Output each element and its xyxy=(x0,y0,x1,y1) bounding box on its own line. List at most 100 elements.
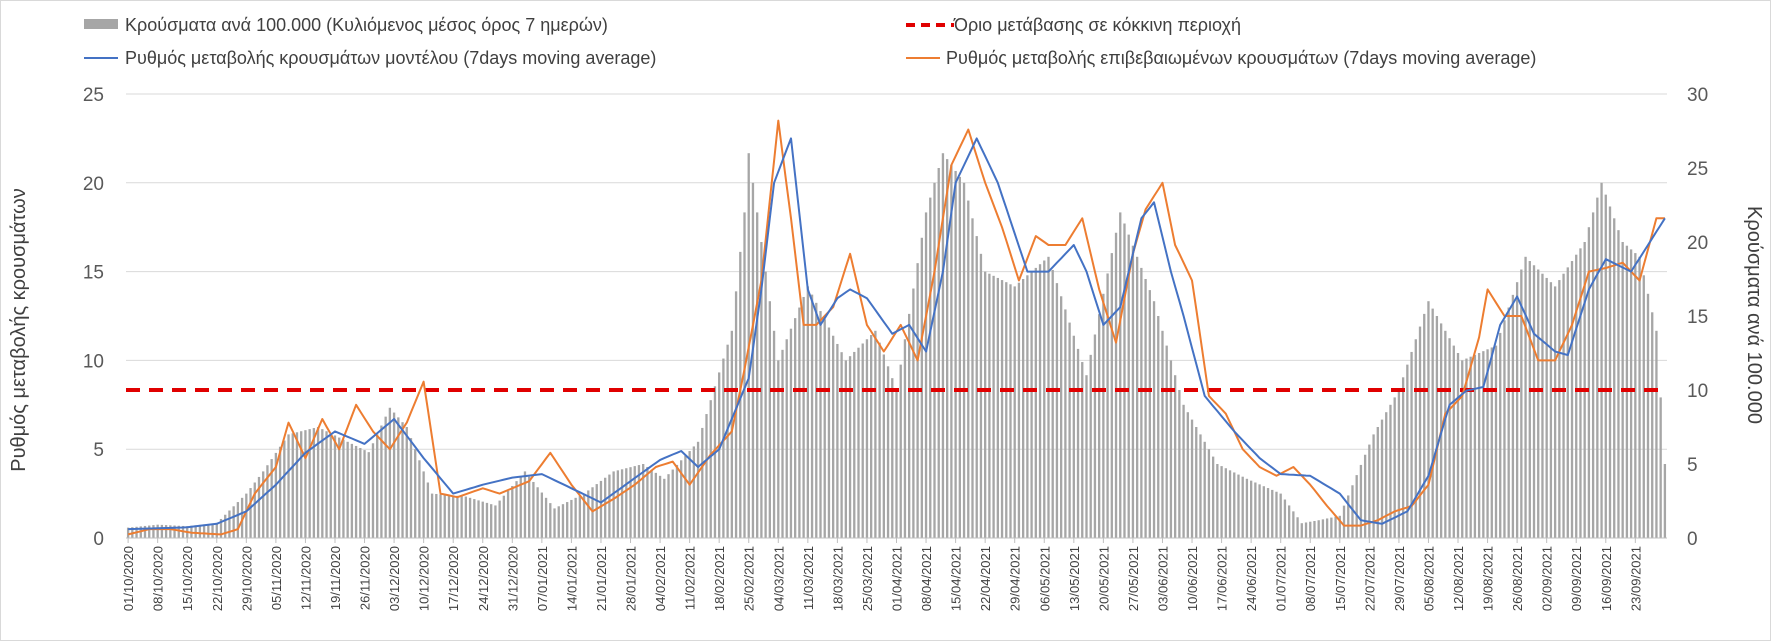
case-bar xyxy=(971,218,974,538)
case-bar xyxy=(587,490,590,538)
case-bar xyxy=(642,464,645,538)
case-bar xyxy=(1634,253,1637,538)
case-bar xyxy=(414,449,417,538)
case-bar xyxy=(916,263,919,538)
case-bar xyxy=(819,311,822,538)
case-bar xyxy=(836,343,839,538)
case-bar xyxy=(1380,419,1384,538)
case-bar xyxy=(815,302,818,538)
x-tick-label: 29/07/2021 xyxy=(1392,546,1407,611)
legend-threshold-label: Όριο μετάβασης σε κόκκινη περιοχή xyxy=(953,15,1241,35)
x-tick-label: 26/11/2020 xyxy=(358,546,373,610)
x-tick-label: 19/11/2020 xyxy=(328,546,343,610)
y-right-tick-label: 20 xyxy=(1687,233,1708,254)
case-bar xyxy=(696,441,700,538)
legend-confirmed-label: Ρυθμός μεταβολής επιβεβαιωμένων κρουσμάτ… xyxy=(946,48,1536,68)
x-tick-label: 17/12/2020 xyxy=(446,546,461,611)
case-bar xyxy=(308,429,311,538)
case-bar xyxy=(422,471,425,538)
case-bar xyxy=(1114,232,1118,538)
y-left-tick-label: 15 xyxy=(83,263,104,284)
case-bar xyxy=(1279,493,1282,538)
y-left-tick-label: 25 xyxy=(83,85,104,106)
case-bar xyxy=(1363,454,1367,538)
case-bar xyxy=(764,271,767,538)
case-bar xyxy=(549,503,552,538)
x-tick-label: 18/03/2021 xyxy=(830,546,845,611)
case-bar xyxy=(1532,265,1536,538)
case-bar xyxy=(1515,282,1519,538)
case-bar xyxy=(1520,269,1523,538)
case-bar xyxy=(1207,449,1211,538)
case-bar xyxy=(566,502,569,538)
case-bar xyxy=(287,434,290,538)
case-bar xyxy=(1613,218,1616,538)
case-bar xyxy=(329,433,332,538)
case-bar xyxy=(1123,223,1126,538)
case-bar xyxy=(1055,283,1059,538)
case-bar xyxy=(1182,404,1185,538)
case-bar xyxy=(1237,474,1240,538)
case-bar xyxy=(316,427,320,538)
case-bar xyxy=(1642,275,1645,538)
case-bar xyxy=(1537,269,1540,538)
case-bar xyxy=(498,500,501,538)
y-right-tick-label: 0 xyxy=(1687,529,1698,550)
case-bar xyxy=(561,504,565,538)
case-bar xyxy=(1076,348,1080,538)
case-bar xyxy=(895,390,898,538)
case-bar xyxy=(490,504,493,538)
case-bar xyxy=(1093,334,1097,538)
case-bar xyxy=(756,212,759,538)
case-bar xyxy=(435,493,438,538)
case-bar xyxy=(173,525,176,538)
case-bar xyxy=(456,495,459,538)
case-bar xyxy=(870,335,873,538)
x-tick-label: 10/06/2021 xyxy=(1185,546,1200,611)
case-bar xyxy=(342,439,345,538)
case-bar xyxy=(853,351,856,538)
case-bar xyxy=(1081,362,1084,538)
case-bar xyxy=(1030,271,1033,538)
x-tick-label: 15/10/2020 xyxy=(180,546,195,611)
case-bar xyxy=(950,165,953,539)
x-tick-label: 29/10/2020 xyxy=(239,546,254,611)
case-bar xyxy=(1013,286,1016,538)
case-bar xyxy=(1528,261,1531,538)
case-bar xyxy=(392,412,396,538)
x-tick-label: 06/05/2021 xyxy=(1037,546,1052,611)
case-bar xyxy=(1300,523,1303,538)
case-bar xyxy=(1503,320,1506,538)
case-bar xyxy=(152,525,155,538)
case-bar xyxy=(1241,476,1244,538)
case-bar xyxy=(523,471,527,538)
case-bar xyxy=(1663,464,1667,538)
y-left-tick-label: 0 xyxy=(93,529,104,550)
case-bar xyxy=(726,344,729,538)
case-bar xyxy=(802,296,805,538)
case-bar xyxy=(760,242,763,538)
case-bar xyxy=(941,153,945,538)
case-bar xyxy=(553,508,556,538)
case-bar xyxy=(1161,330,1164,538)
case-bar xyxy=(1575,254,1578,538)
case-bar xyxy=(1397,390,1401,538)
case-bar xyxy=(1490,347,1493,538)
case-bar xyxy=(1338,515,1341,538)
x-tick-label: 16/09/2021 xyxy=(1599,546,1614,611)
case-bar xyxy=(832,335,835,538)
case-bar xyxy=(1106,273,1109,538)
case-bar xyxy=(194,525,197,538)
case-bar xyxy=(718,372,721,538)
case-bar xyxy=(844,360,847,538)
case-bar xyxy=(1444,330,1447,538)
case-bar xyxy=(1131,245,1135,538)
case-bar xyxy=(148,525,151,538)
case-bar xyxy=(266,465,269,538)
case-bar xyxy=(1157,316,1160,538)
case-bar xyxy=(177,525,180,538)
case-bar xyxy=(680,460,683,538)
case-bar xyxy=(1224,468,1227,538)
case-bar xyxy=(1562,273,1565,538)
